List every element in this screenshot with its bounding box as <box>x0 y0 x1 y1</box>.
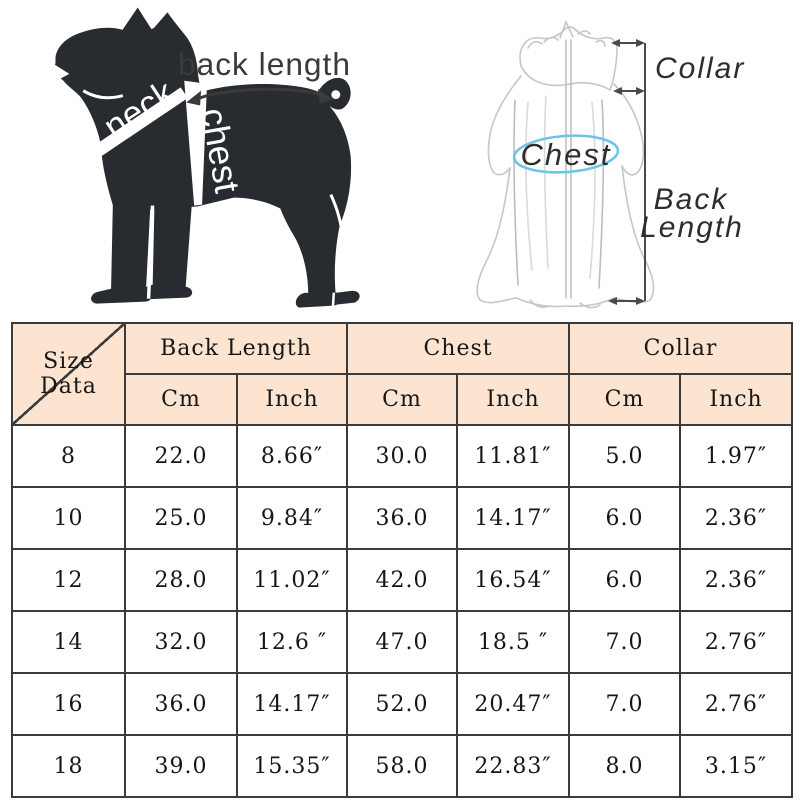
table-cell: 1.97″ <box>679 424 794 488</box>
unit-header: Inch <box>456 373 571 426</box>
unit-header: Inch <box>679 373 794 426</box>
table-cell: 5.0 <box>568 424 682 488</box>
table-cell: 52.0 <box>346 672 459 736</box>
group-header-back-length: Back Length <box>123 322 349 375</box>
table-row: Cm Inch Cm Inch Cm Inch <box>12 373 794 426</box>
table-cell: 28.0 <box>124 548 238 612</box>
size-cell: 14 <box>11 610 126 674</box>
table-cell: 58.0 <box>346 734 459 798</box>
size-table-container: Size Data Back Length Chest Collar Cm In… <box>11 322 794 798</box>
chest-ellipse <box>512 134 620 174</box>
size-cell: 18 <box>11 734 126 798</box>
table-cell: 47.0 <box>346 610 459 674</box>
table-row: 8 22.0 8.66″ 30.0 11.81″ 5.0 1.97″ <box>11 424 794 488</box>
table-cell: 16.54″ <box>456 548 571 612</box>
table-cell: 3.15″ <box>679 734 794 798</box>
table-cell: 6.0 <box>568 548 682 612</box>
table-cell: 2.76″ <box>679 610 794 674</box>
jacket-sketch <box>476 19 655 309</box>
table-row: 16 36.0 14.17″ 52.0 20.47″ 7.0 2.76″ <box>11 672 794 736</box>
unit-header: Cm <box>124 373 238 426</box>
unit-header: Cm <box>568 373 682 426</box>
table-cell: 22.0 <box>124 424 238 488</box>
group-header-chest: Chest <box>346 322 571 375</box>
table-cell: 7.0 <box>568 610 682 674</box>
corner-cell: Size Data <box>11 322 126 426</box>
table-cell: 36.0 <box>346 486 459 550</box>
table-cell: 25.0 <box>124 486 238 550</box>
jacket-chest-label: Chest <box>521 137 612 172</box>
table-cell: 2.76″ <box>679 672 794 736</box>
back-length-label: back length <box>178 46 351 82</box>
table-row: 12 28.0 11.02″ 42.0 16.54″ 6.0 2.36″ <box>11 548 794 612</box>
table-cell: 2.36″ <box>679 486 794 550</box>
table-cell: 18.5 ″ <box>456 610 571 674</box>
table-cell: 36.0 <box>124 672 238 736</box>
size-cell: 10 <box>11 486 126 550</box>
table-row: Size Data Back Length Chest Collar <box>11 322 794 426</box>
collar-label: Collar <box>655 52 745 85</box>
table-cell: 22.83″ <box>456 734 571 798</box>
table-cell: 30.0 <box>346 424 459 488</box>
table-cell: 8.66″ <box>235 424 349 488</box>
table-row: 10 25.0 9.84″ 36.0 14.17″ 6.0 2.36″ <box>11 486 794 550</box>
group-header-collar: Collar <box>568 322 794 375</box>
length-label: Length <box>640 211 744 244</box>
size-table: Size Data Back Length Chest Collar Cm In… <box>11 322 794 798</box>
table-cell: 6.0 <box>568 486 682 550</box>
table-cell: 15.35″ <box>235 734 349 798</box>
table-cell: 39.0 <box>124 734 238 798</box>
size-cell: 8 <box>11 424 126 488</box>
dog-silhouette <box>53 7 360 309</box>
back-length-arrow <box>186 87 333 106</box>
table-cell: 14.17″ <box>456 486 571 550</box>
back-label: Back <box>654 183 729 216</box>
table-cell: 32.0 <box>124 610 238 674</box>
table-cell: 14.17″ <box>235 672 349 736</box>
collar-dimension-arrows <box>608 39 646 305</box>
table-cell: 12.6 ″ <box>235 610 349 674</box>
table-row: 14 32.0 12.6 ″ 47.0 18.5 ″ 7.0 2.76″ <box>11 610 794 674</box>
dog-measurement-diagram: neck chest back length <box>53 7 360 309</box>
table-cell: 2.36″ <box>679 548 794 612</box>
table-cell: 8.0 <box>568 734 682 798</box>
unit-header: Inch <box>235 373 349 426</box>
table-cell: 7.0 <box>568 672 682 736</box>
table-cell: 42.0 <box>346 548 459 612</box>
size-cell: 16 <box>11 672 126 736</box>
table-cell: 11.81″ <box>456 424 571 488</box>
table-cell: 9.84″ <box>235 486 349 550</box>
table-cell: 20.47″ <box>456 672 571 736</box>
table-cell: 11.02″ <box>235 548 349 612</box>
jacket-measurement-diagram: Chest Collar Back Length <box>476 19 745 309</box>
table-row: 18 39.0 15.35″ 58.0 22.83″ 8.0 3.15″ <box>11 734 794 798</box>
size-cell: 12 <box>11 548 126 612</box>
unit-header: Cm <box>346 373 459 426</box>
